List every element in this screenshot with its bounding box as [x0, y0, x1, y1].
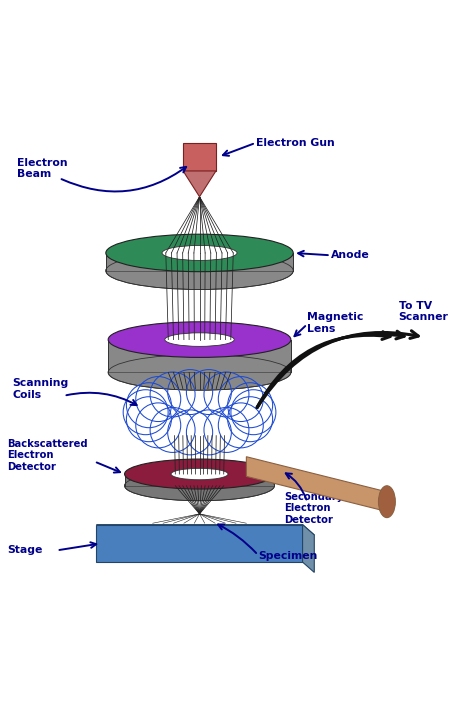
Text: Stage: Stage: [8, 545, 43, 555]
Text: To TV
Scanner: To TV Scanner: [399, 300, 448, 323]
Ellipse shape: [165, 333, 234, 346]
Ellipse shape: [162, 246, 237, 261]
Text: Scanning
Coils: Scanning Coils: [12, 378, 68, 399]
Ellipse shape: [106, 234, 293, 272]
Text: Magnetic
Lens: Magnetic Lens: [307, 313, 364, 334]
Polygon shape: [183, 171, 216, 197]
Bar: [183, 143, 216, 171]
Polygon shape: [302, 525, 314, 572]
Polygon shape: [97, 525, 314, 535]
Polygon shape: [201, 253, 293, 271]
Bar: [125, 474, 274, 486]
Polygon shape: [106, 253, 198, 271]
Text: Anode: Anode: [331, 251, 369, 261]
Text: Secondary
Electron
Detector: Secondary Electron Detector: [284, 492, 343, 525]
Ellipse shape: [108, 322, 291, 357]
Text: Electron
Beam: Electron Beam: [17, 158, 67, 179]
Polygon shape: [108, 340, 198, 372]
Polygon shape: [125, 474, 198, 486]
Polygon shape: [246, 456, 387, 511]
Ellipse shape: [125, 459, 274, 489]
Ellipse shape: [378, 486, 395, 518]
Text: Specimen: Specimen: [258, 552, 318, 562]
Text: Backscattered
Electron
Detector: Backscattered Electron Detector: [8, 439, 88, 472]
Ellipse shape: [125, 471, 274, 501]
Bar: [108, 340, 291, 372]
Polygon shape: [201, 340, 291, 372]
Bar: [97, 525, 302, 562]
Text: Electron Gun: Electron Gun: [256, 138, 335, 148]
Ellipse shape: [106, 252, 293, 290]
Ellipse shape: [108, 355, 291, 390]
Polygon shape: [201, 474, 274, 486]
Ellipse shape: [171, 468, 228, 480]
Bar: [106, 253, 293, 271]
